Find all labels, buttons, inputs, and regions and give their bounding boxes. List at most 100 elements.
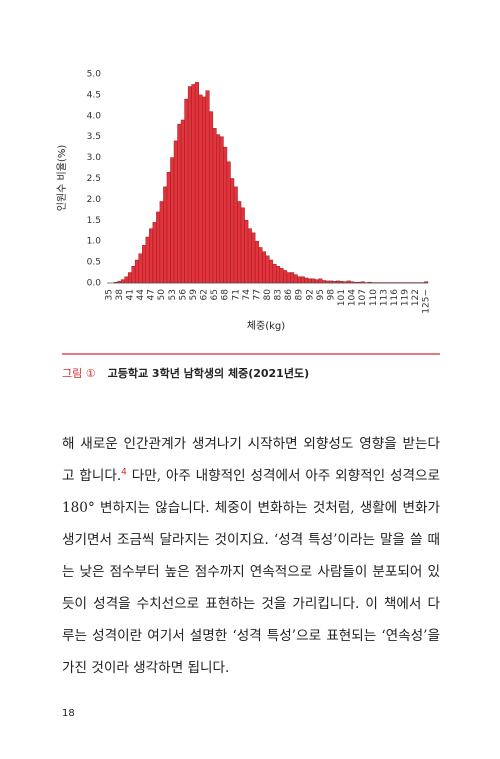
bar xyxy=(272,263,277,284)
bar xyxy=(230,178,235,284)
x-tick-label: 125~ xyxy=(422,289,432,314)
text: 고 합니다. xyxy=(62,468,122,484)
x-tick-label: 107 xyxy=(358,289,368,306)
x-tick-label: 65 xyxy=(210,289,220,300)
x-tick-label: 47 xyxy=(147,289,157,300)
x-tick-label: 59 xyxy=(189,289,199,301)
x-axis-label: 체중(kg) xyxy=(247,320,285,332)
x-tick-label: 44 xyxy=(136,289,146,301)
bar xyxy=(212,128,217,284)
bar xyxy=(314,279,319,284)
y-tick-label: 2.5 xyxy=(87,174,101,184)
chart: 인원수 비율(%) 체중(kg) 0.0 0.5 1.0 1.5 2.0 2.5 3.0 3.… xyxy=(56,70,440,355)
bar xyxy=(209,111,214,284)
bar xyxy=(138,253,143,284)
x-tick-label: 98 xyxy=(326,289,336,301)
bar xyxy=(187,86,192,284)
x-tick-label: 68 xyxy=(221,289,231,301)
bar xyxy=(283,270,288,284)
y-tick-label: 3.0 xyxy=(87,153,102,163)
x-tick-label: 41 xyxy=(125,289,135,300)
bar xyxy=(127,272,132,284)
x-tick-label: 92 xyxy=(305,289,315,300)
y-tick-label: 3.5 xyxy=(87,132,101,142)
bar xyxy=(304,277,309,284)
x-tick-label: 122 xyxy=(411,289,421,306)
body-line: 루는 성격이란 여기서 설명한 ‘성격 특성’으로 표현되는 ‘연속성’을 xyxy=(62,628,440,644)
x-tick-label: 62 xyxy=(200,289,210,300)
bar xyxy=(269,259,274,284)
x-tick-label: 35 xyxy=(104,289,114,300)
y-axis-label: 인원수 비율(%) xyxy=(56,145,68,212)
x-tick-label: 110 xyxy=(369,289,379,306)
x-tick-label: 86 xyxy=(284,289,294,301)
bar xyxy=(258,247,263,284)
text: 다만, 아주 내향적인 성격에서 아주 외향적인 성격으로 xyxy=(126,468,440,484)
bar xyxy=(177,123,182,284)
page-number: 18 xyxy=(62,708,75,719)
bar xyxy=(194,82,199,284)
x-tick-label: 38 xyxy=(115,289,125,301)
bar xyxy=(247,228,252,284)
bar xyxy=(191,84,196,284)
bar xyxy=(293,274,298,284)
body-line: 생기면서 조금씩 달라지는 것이지요. ‘성격 특성’이라는 말을 쓸 때 xyxy=(62,532,440,548)
x-tick-label: 71 xyxy=(231,289,241,300)
y-tick-label: 4.5 xyxy=(87,90,101,100)
bar xyxy=(134,259,139,284)
bar xyxy=(131,266,136,284)
footnote: 4 xyxy=(121,467,127,478)
body-line: 는 낮은 점수부터 높은 점수까지 연속적으로 사람들이 분포되어 있 xyxy=(62,564,440,580)
x-tick-label: 116 xyxy=(390,289,400,306)
bar xyxy=(318,278,323,284)
bar xyxy=(156,211,161,284)
bar xyxy=(166,171,171,284)
bar xyxy=(184,98,189,284)
bar xyxy=(205,90,210,284)
x-tick-label: 113 xyxy=(379,289,389,306)
y-tick-label: 1.5 xyxy=(87,216,101,226)
x-tick-label: 77 xyxy=(252,289,262,300)
body-line: 해 새로운 인간관계가 생겨나기 시작하면 외향성도 영향을 받는다 xyxy=(62,436,440,452)
bar xyxy=(219,136,224,284)
bar xyxy=(163,186,168,284)
y-tick-label: 4.0 xyxy=(87,111,102,121)
body-line: 듯이 성격을 수치선으로 표현하는 것을 가리킵니다. 이 책에서 다 xyxy=(62,596,440,612)
bar xyxy=(149,228,154,284)
bar xyxy=(279,268,284,284)
bar xyxy=(276,266,281,284)
y-tick-label: 1.0 xyxy=(87,237,102,247)
bar xyxy=(170,157,175,284)
y-tick-label: 0.5 xyxy=(87,258,101,268)
bar xyxy=(145,236,150,284)
bar xyxy=(237,201,242,284)
bar xyxy=(226,161,231,284)
bar xyxy=(216,134,221,284)
caption-text: 고등학교 3학년 남학생의 체중(2021년도) xyxy=(107,367,310,380)
bar xyxy=(297,276,302,284)
caption-number: 그림 ① xyxy=(62,367,96,380)
y-tick-label: 5.0 xyxy=(87,70,102,80)
bar xyxy=(198,94,203,284)
caption: 그림 ① 고등학교 3학년 남학생의 체중(2021년도) xyxy=(62,365,309,381)
y-tick-label: 0.0 xyxy=(87,279,102,289)
bar xyxy=(254,240,259,284)
bar xyxy=(240,207,245,284)
bar xyxy=(251,232,256,284)
bar xyxy=(311,278,316,284)
bar xyxy=(152,222,157,284)
body-line: 가진 것이라 생각하면 됩니다. xyxy=(62,660,230,676)
bar xyxy=(201,96,207,284)
x-tick-label: 104 xyxy=(348,289,358,306)
bar xyxy=(120,279,125,284)
bar xyxy=(124,276,129,284)
x-tick-label: 50 xyxy=(157,289,167,301)
x-tick-label: 83 xyxy=(274,289,284,300)
x-tick-label: 80 xyxy=(263,289,273,301)
x-tick-label: 53 xyxy=(168,289,178,300)
bar xyxy=(223,146,228,284)
bar xyxy=(307,278,312,284)
bar xyxy=(173,140,178,284)
x-tick-label: 119 xyxy=(401,289,411,306)
